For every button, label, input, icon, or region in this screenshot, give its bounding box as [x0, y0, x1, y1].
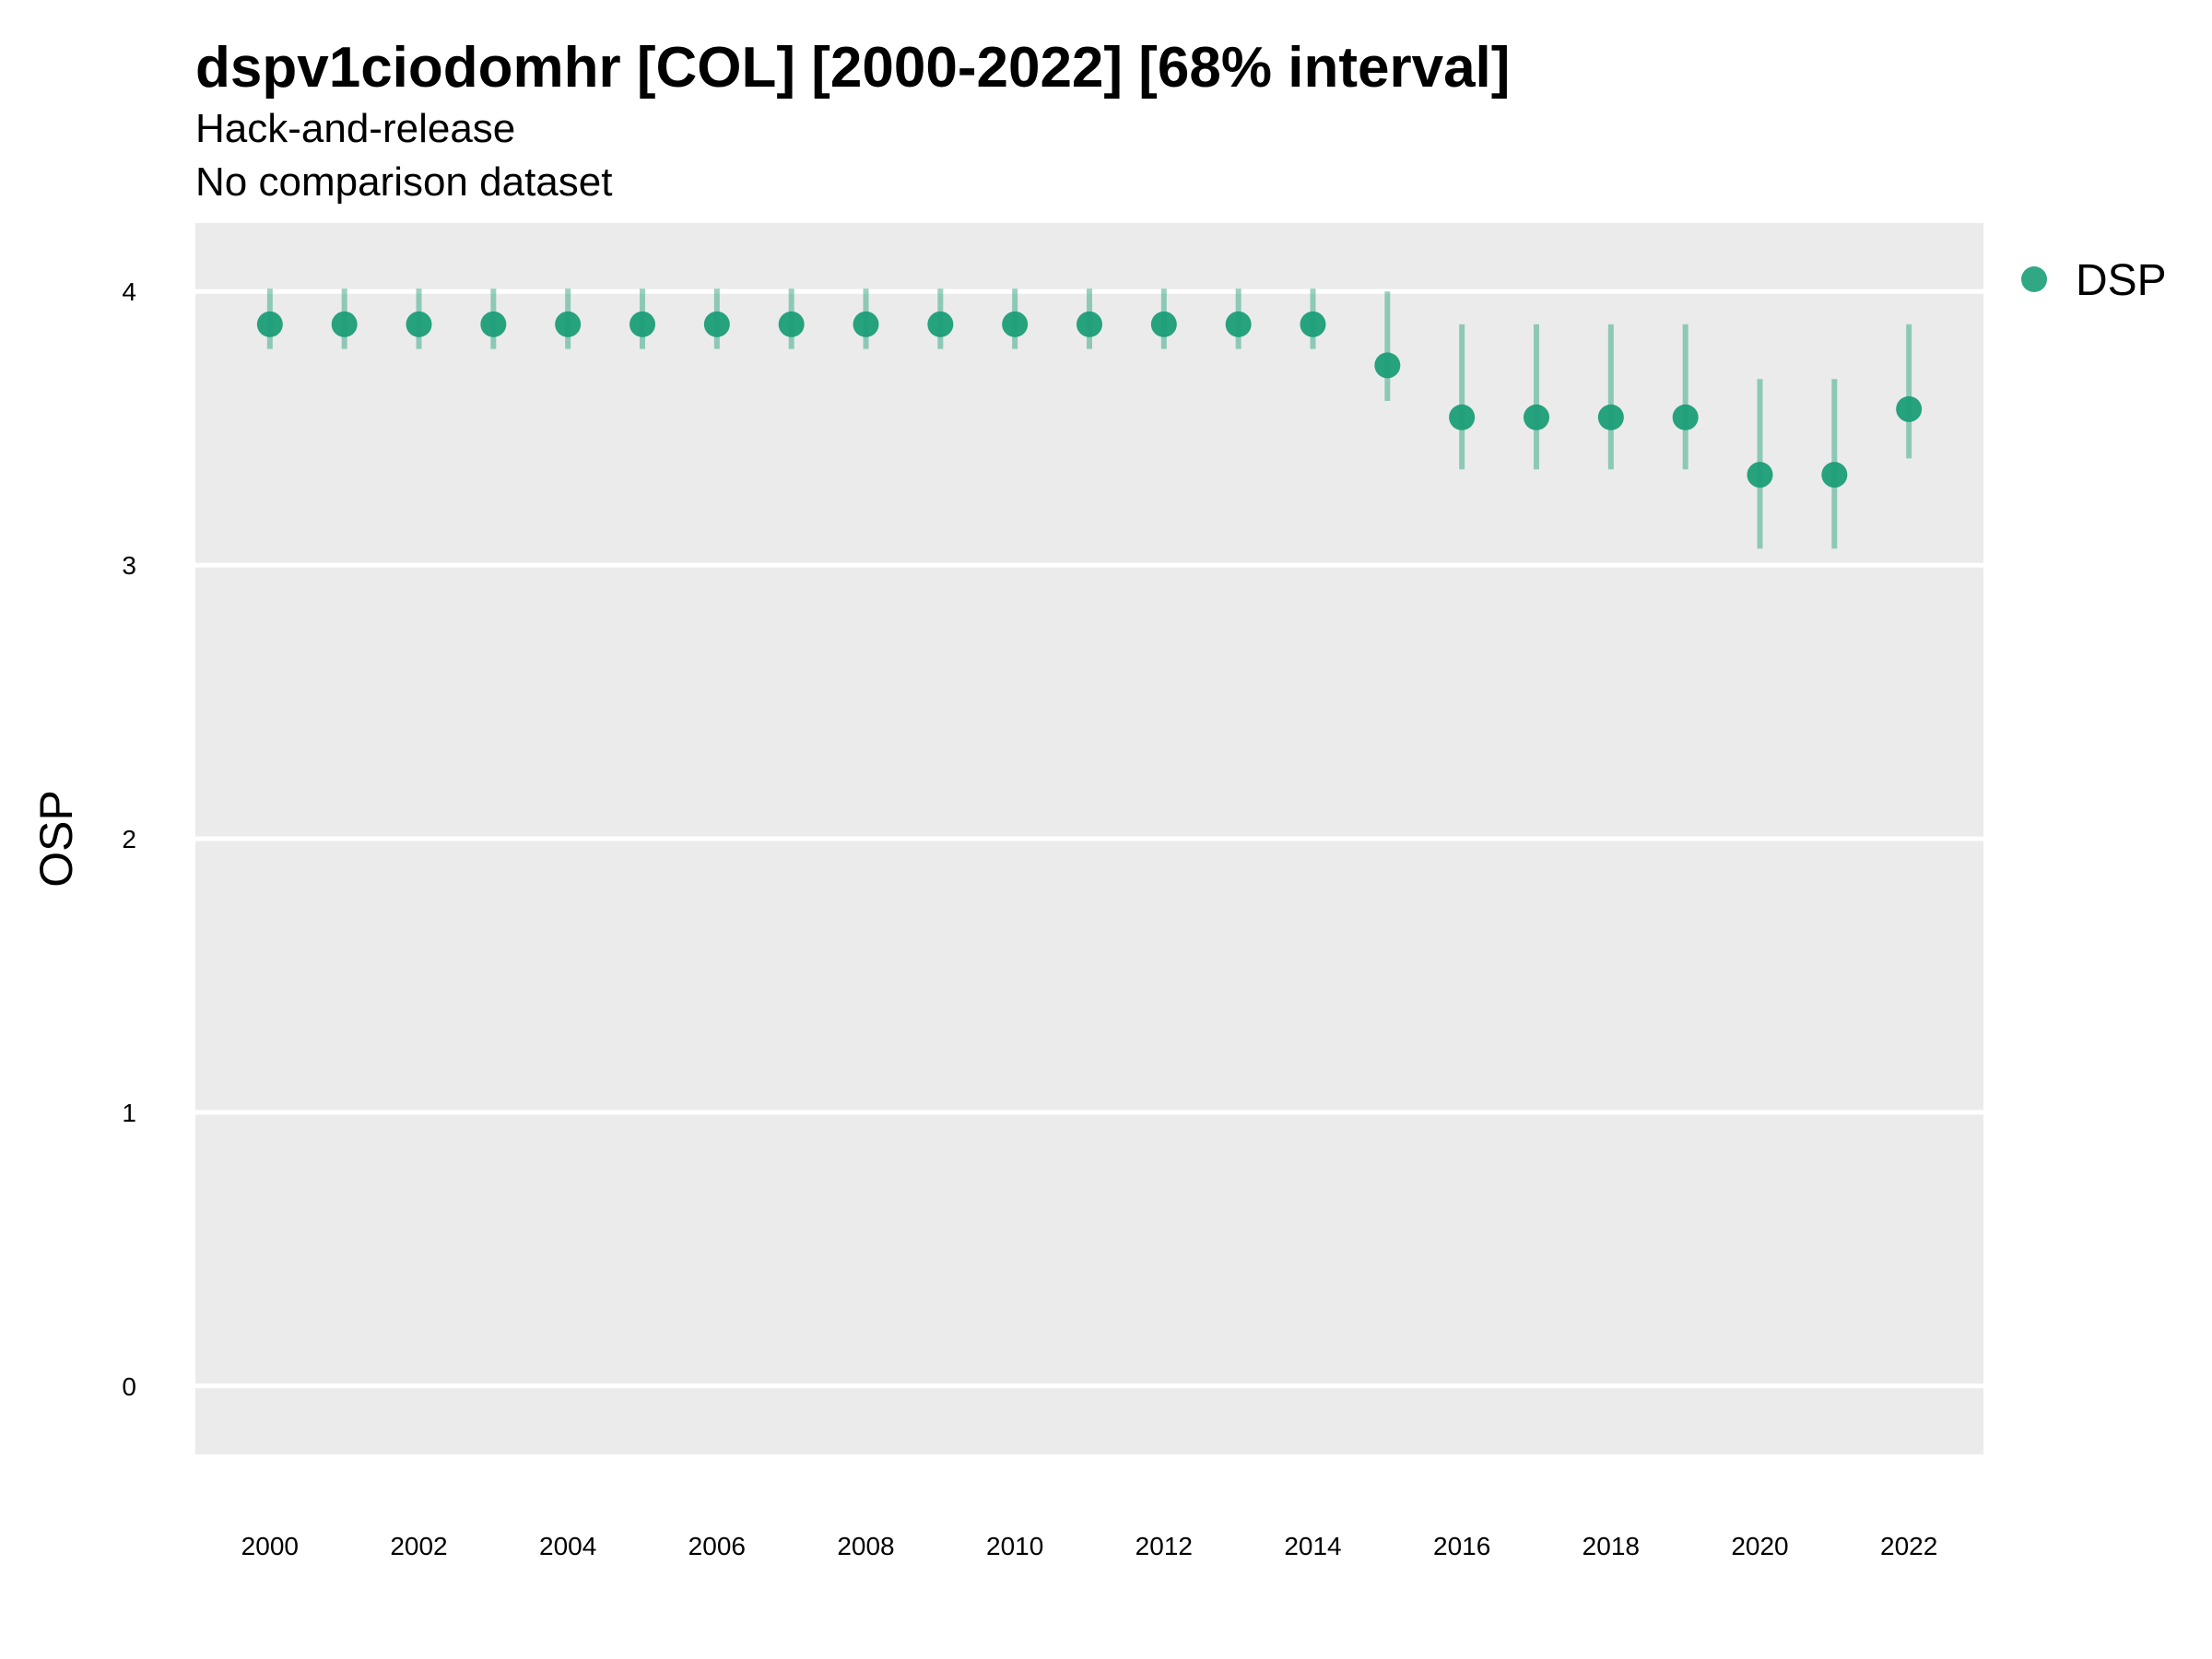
x-tick-label: 2002 — [390, 1532, 447, 1560]
data-point — [629, 311, 655, 337]
data-point — [1672, 404, 1699, 430]
data-point — [406, 311, 432, 337]
x-tick-label: 2006 — [688, 1532, 746, 1560]
data-point — [1077, 311, 1102, 337]
data-point — [1300, 311, 1326, 337]
x-tick-labels: 2000 2002 2004 2006 2008 2010 2012 2014 2016 2018… — [241, 1532, 1938, 1560]
data-point — [1747, 462, 1773, 488]
data-point — [1597, 404, 1624, 430]
y-tick-label: 4 — [122, 277, 136, 306]
data-point — [778, 311, 805, 337]
data-point — [331, 311, 358, 337]
y-tick-label: 2 — [122, 825, 136, 853]
x-tick-label: 2014 — [1284, 1532, 1341, 1560]
grid-lines — [195, 288, 1983, 1389]
y-tick-labels: 0 1 2 3 4 — [122, 277, 136, 1401]
data-point — [1821, 462, 1848, 488]
chart-title: dspv1ciodomhr [COL] [2000-2022] [68% int… — [195, 36, 1511, 100]
x-tick-label: 2000 — [241, 1532, 299, 1560]
y-axis-title: OSP — [30, 790, 82, 888]
x-tick-label: 2016 — [1433, 1532, 1490, 1560]
data-point — [853, 311, 879, 337]
data-point — [555, 311, 582, 337]
x-tick-label: 2010 — [986, 1532, 1043, 1560]
legend: DSP — [2021, 256, 2167, 305]
data-points — [256, 311, 1923, 488]
x-tick-label: 2022 — [1880, 1532, 1937, 1560]
data-point — [1002, 311, 1029, 337]
chart-subtitle-2: No comparison dataset — [195, 159, 613, 205]
data-point — [1449, 404, 1476, 430]
data-point — [1225, 311, 1252, 337]
x-tick-label: 2012 — [1135, 1532, 1193, 1560]
data-point — [1150, 311, 1177, 337]
data-point — [256, 311, 283, 337]
x-tick-label: 2020 — [1731, 1532, 1788, 1560]
legend-dot-dsp — [2021, 266, 2047, 292]
y-tick-label: 1 — [122, 1099, 136, 1127]
y-tick-label: 0 — [122, 1372, 136, 1401]
x-tick-label: 2004 — [539, 1532, 596, 1560]
x-tick-label: 2008 — [837, 1532, 894, 1560]
x-tick-label: 2018 — [1583, 1532, 1640, 1560]
legend-label-dsp: DSP — [2076, 256, 2167, 305]
data-point — [1524, 404, 1549, 430]
data-point — [927, 311, 954, 337]
data-point — [1374, 352, 1401, 379]
y-tick-label: 3 — [122, 551, 136, 580]
data-point — [1896, 395, 1923, 422]
data-point — [703, 311, 730, 337]
chart-subtitle: Hack-and-release — [195, 106, 516, 151]
data-point — [480, 311, 507, 337]
